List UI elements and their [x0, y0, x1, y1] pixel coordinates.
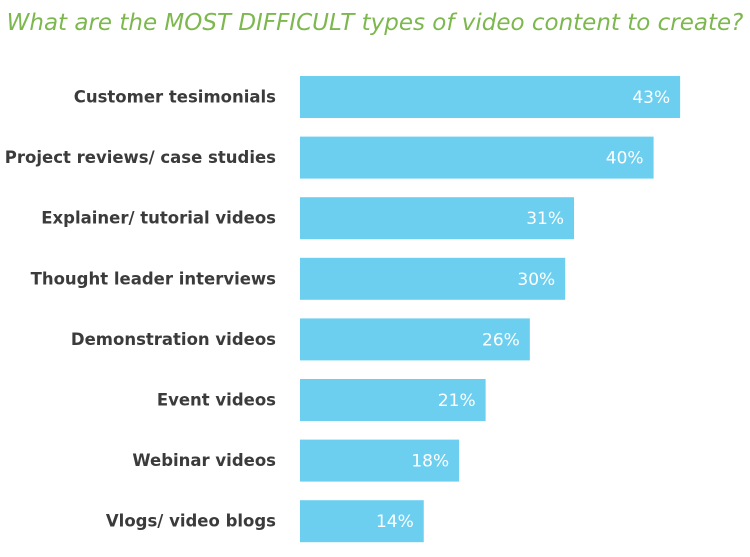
category-label: Thought leader interviews [31, 269, 277, 288]
bar [300, 257, 566, 300]
category-label: Webinar videos [132, 451, 276, 470]
category-label: Event videos [157, 391, 276, 410]
value-label: 31% [526, 209, 564, 229]
chart-title: What are the MOST DIFFICULT types of vid… [7, 10, 744, 36]
bar [300, 500, 424, 543]
value-label: 26% [482, 330, 520, 350]
category-label: Customer tesimonials [74, 88, 276, 107]
category-label: Vlogs/ video blogs [106, 512, 276, 531]
value-label: 14% [376, 512, 414, 532]
category-label: Demonstration videos [71, 330, 276, 349]
bar [300, 136, 654, 179]
value-label: 21% [438, 391, 476, 411]
bar [300, 76, 681, 118]
category-label: Explainer/ tutorial videos [41, 209, 276, 228]
bar [300, 318, 530, 361]
value-label: 43% [632, 88, 670, 108]
bar [300, 439, 460, 482]
category-label: Project reviews/ case studies [5, 148, 276, 167]
bar [300, 197, 575, 240]
bar [300, 379, 486, 421]
value-label: 40% [606, 149, 644, 169]
value-label: 18% [411, 452, 449, 472]
value-label: 30% [517, 270, 555, 290]
